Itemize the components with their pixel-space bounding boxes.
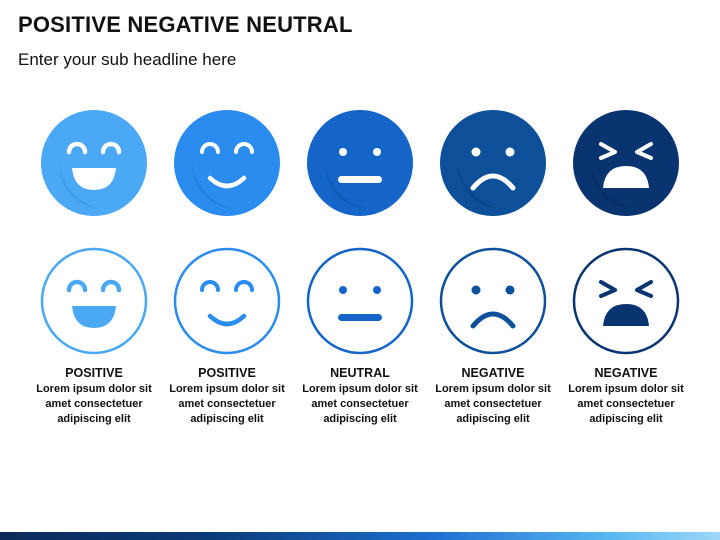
neutral-face-outline-icon	[306, 247, 414, 355]
footer-gradient-bar	[0, 532, 720, 540]
face-column-positive-laughing: POSITIVE Lorem ipsum dolor sit amet cons…	[32, 108, 156, 427]
page-subtitle: Enter your sub headline here	[18, 50, 237, 69]
face-description: Lorem ipsum dolor sit amet consectetuer …	[568, 383, 684, 425]
laughing-face-filled-icon	[41, 110, 147, 216]
face-column-negative-sad: NEGATIVE Lorem ipsum dolor sit amet cons…	[431, 108, 555, 427]
face-label: POSITIVE	[65, 366, 123, 380]
face-fill	[41, 110, 147, 216]
face-label: NEUTRAL	[330, 366, 390, 380]
sad-face-outline-icon	[439, 247, 547, 355]
smiling-face-outline-icon	[173, 247, 281, 355]
neutral-face-filled-icon	[307, 110, 413, 216]
face-column-positive-smiling: POSITIVE Lorem ipsum dolor sit amet cons…	[165, 108, 289, 427]
face-column-negative-angry: NEGATIVE Lorem ipsum dolor sit amet cons…	[564, 108, 688, 427]
angry-face-filled-icon	[573, 110, 679, 216]
laughing-face-outline-icon	[40, 247, 148, 355]
face-description: Lorem ipsum dolor sit amet consectetuer …	[169, 383, 285, 425]
face-label: NEGATIVE	[594, 366, 658, 380]
face-label: NEGATIVE	[461, 366, 525, 380]
face-label: POSITIVE	[198, 366, 256, 380]
smiling-face-filled-icon	[174, 110, 280, 216]
angry-face-outline-icon	[572, 247, 680, 355]
face-description: Lorem ipsum dolor sit amet consectetuer …	[36, 383, 152, 425]
face-description: Lorem ipsum dolor sit amet consectetuer …	[435, 383, 551, 425]
face-description: Lorem ipsum dolor sit amet consectetuer …	[302, 383, 418, 425]
face-column-neutral: NEUTRAL Lorem ipsum dolor sit amet conse…	[298, 108, 422, 427]
sad-face-filled-icon	[440, 110, 546, 216]
page-title: POSITIVE NEGATIVE NEUTRAL	[18, 12, 353, 37]
